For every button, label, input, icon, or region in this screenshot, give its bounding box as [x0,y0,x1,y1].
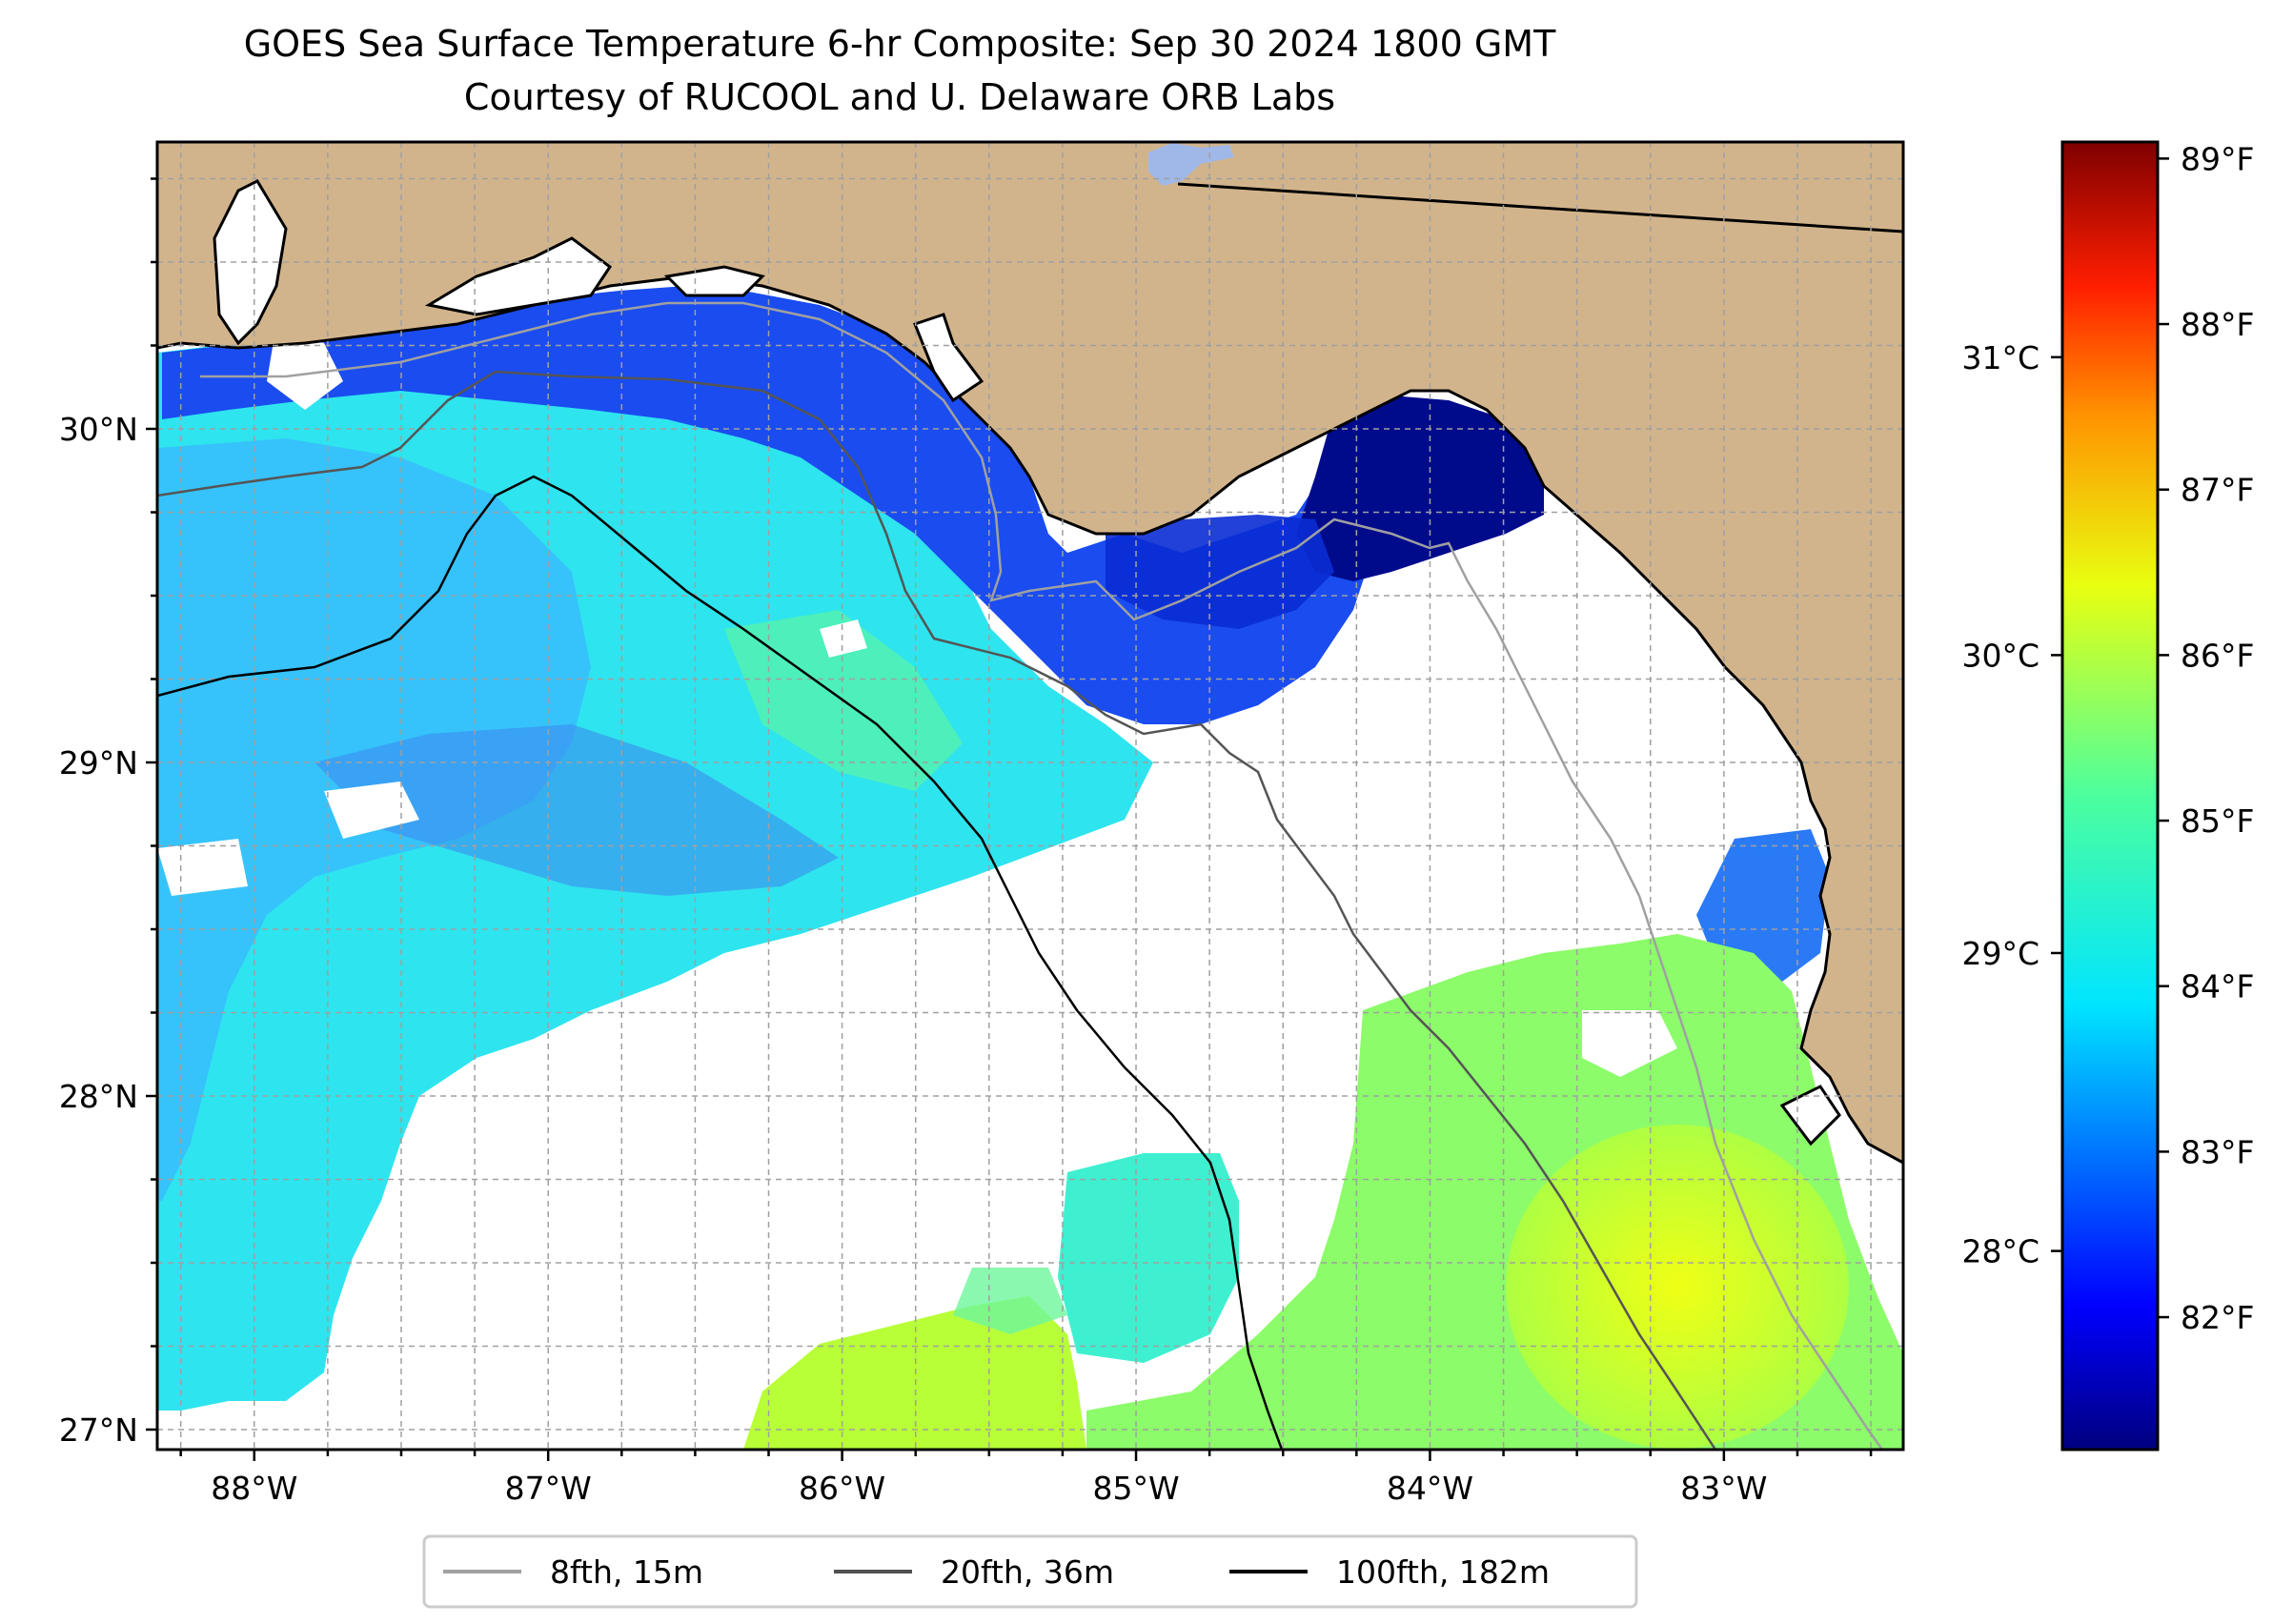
colorbar-f-label: 84°F [2181,968,2254,1005]
colorbar [2060,140,2160,1451]
colorbar-f-label: 85°F [2181,802,2254,840]
lat-tick-label: 28°N [59,1078,138,1115]
lon-tick-label: 85°W [1092,1470,1179,1507]
latitude-axis: 30°N 29°N 28°N 27°N [59,177,157,1449]
isobaths [157,301,1884,1450]
colorbar-f-label: 88°F [2181,306,2254,343]
isobath-100fth [157,475,1284,1450]
colorbar-fahrenheit-axis: 82°F 83°F 84°F 85°F 86°F 87°F 88°F 89°F [2158,140,2254,1336]
legend: 8fth, 15m 20fth, 36m 100fth, 182m [422,1534,1638,1609]
sst-field [157,286,1903,1450]
state-boundary [1177,182,1903,233]
colorbar-c-label: 30°C [1961,637,2039,674]
lat-tick-label: 29°N [59,744,138,782]
lon-tick-label: 84°W [1387,1470,1473,1507]
isobath-20fth [157,370,1717,1450]
colorbar-c-label: 31°C [1961,339,2039,376]
colorbar-f-label: 83°F [2181,1133,2254,1170]
colorbar-c-label: 28°C [1961,1233,2039,1270]
map-subtitle: Courtesy of RUCOOL and U. Delaware ORB L… [463,76,1336,118]
gridlines [157,142,1903,1450]
lat-tick-label: 30°N [59,411,138,448]
map-canvas [157,142,1903,1450]
colorbar-f-label: 89°F [2181,140,2254,177]
lon-tick-label: 88°W [211,1470,297,1507]
legend-label: 100fth, 182m [1336,1553,1550,1591]
colorbar-f-label: 82°F [2181,1299,2254,1336]
longitude-axis: 88°W 87°W 86°W 85°W 84°W 83°W [179,1450,1873,1507]
lat-tick-label: 27°N [59,1411,138,1449]
isobath-8fth [200,301,1884,1450]
lon-tick-label: 86°W [799,1470,885,1507]
colorbar-celsius-axis: 28°C 29°C 30°C 31°C [1961,339,2062,1270]
legend-box [422,1534,1638,1609]
map-frame [155,140,1905,1451]
colorbar-f-label: 87°F [2181,472,2254,509]
legend-label: 8fth, 15m [550,1553,703,1591]
lake [1148,143,1234,186]
colorbar-f-label: 86°F [2181,637,2254,674]
land-mass [157,142,1903,1165]
map-title: GOES Sea Surface Temperature 6-hr Compos… [243,23,1556,65]
legend-label: 20fth, 36m [941,1553,1114,1591]
lon-tick-label: 83°W [1680,1470,1767,1507]
lon-tick-label: 87°W [505,1470,592,1507]
colorbar-c-label: 29°C [1961,935,2039,972]
